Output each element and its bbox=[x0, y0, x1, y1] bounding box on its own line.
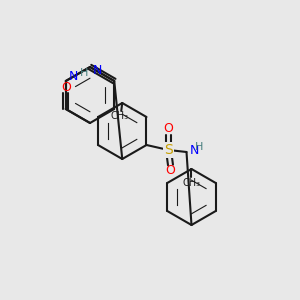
Text: N: N bbox=[69, 70, 78, 83]
Text: O: O bbox=[61, 80, 71, 94]
Text: O: O bbox=[166, 164, 176, 178]
Text: N: N bbox=[190, 145, 199, 158]
Text: H: H bbox=[80, 68, 88, 78]
Text: S: S bbox=[164, 143, 173, 157]
Text: N: N bbox=[92, 64, 102, 76]
Text: O: O bbox=[164, 122, 173, 136]
Text: H: H bbox=[195, 142, 204, 152]
Text: CH₃: CH₃ bbox=[182, 178, 201, 188]
Text: CH₃: CH₃ bbox=[110, 111, 128, 121]
